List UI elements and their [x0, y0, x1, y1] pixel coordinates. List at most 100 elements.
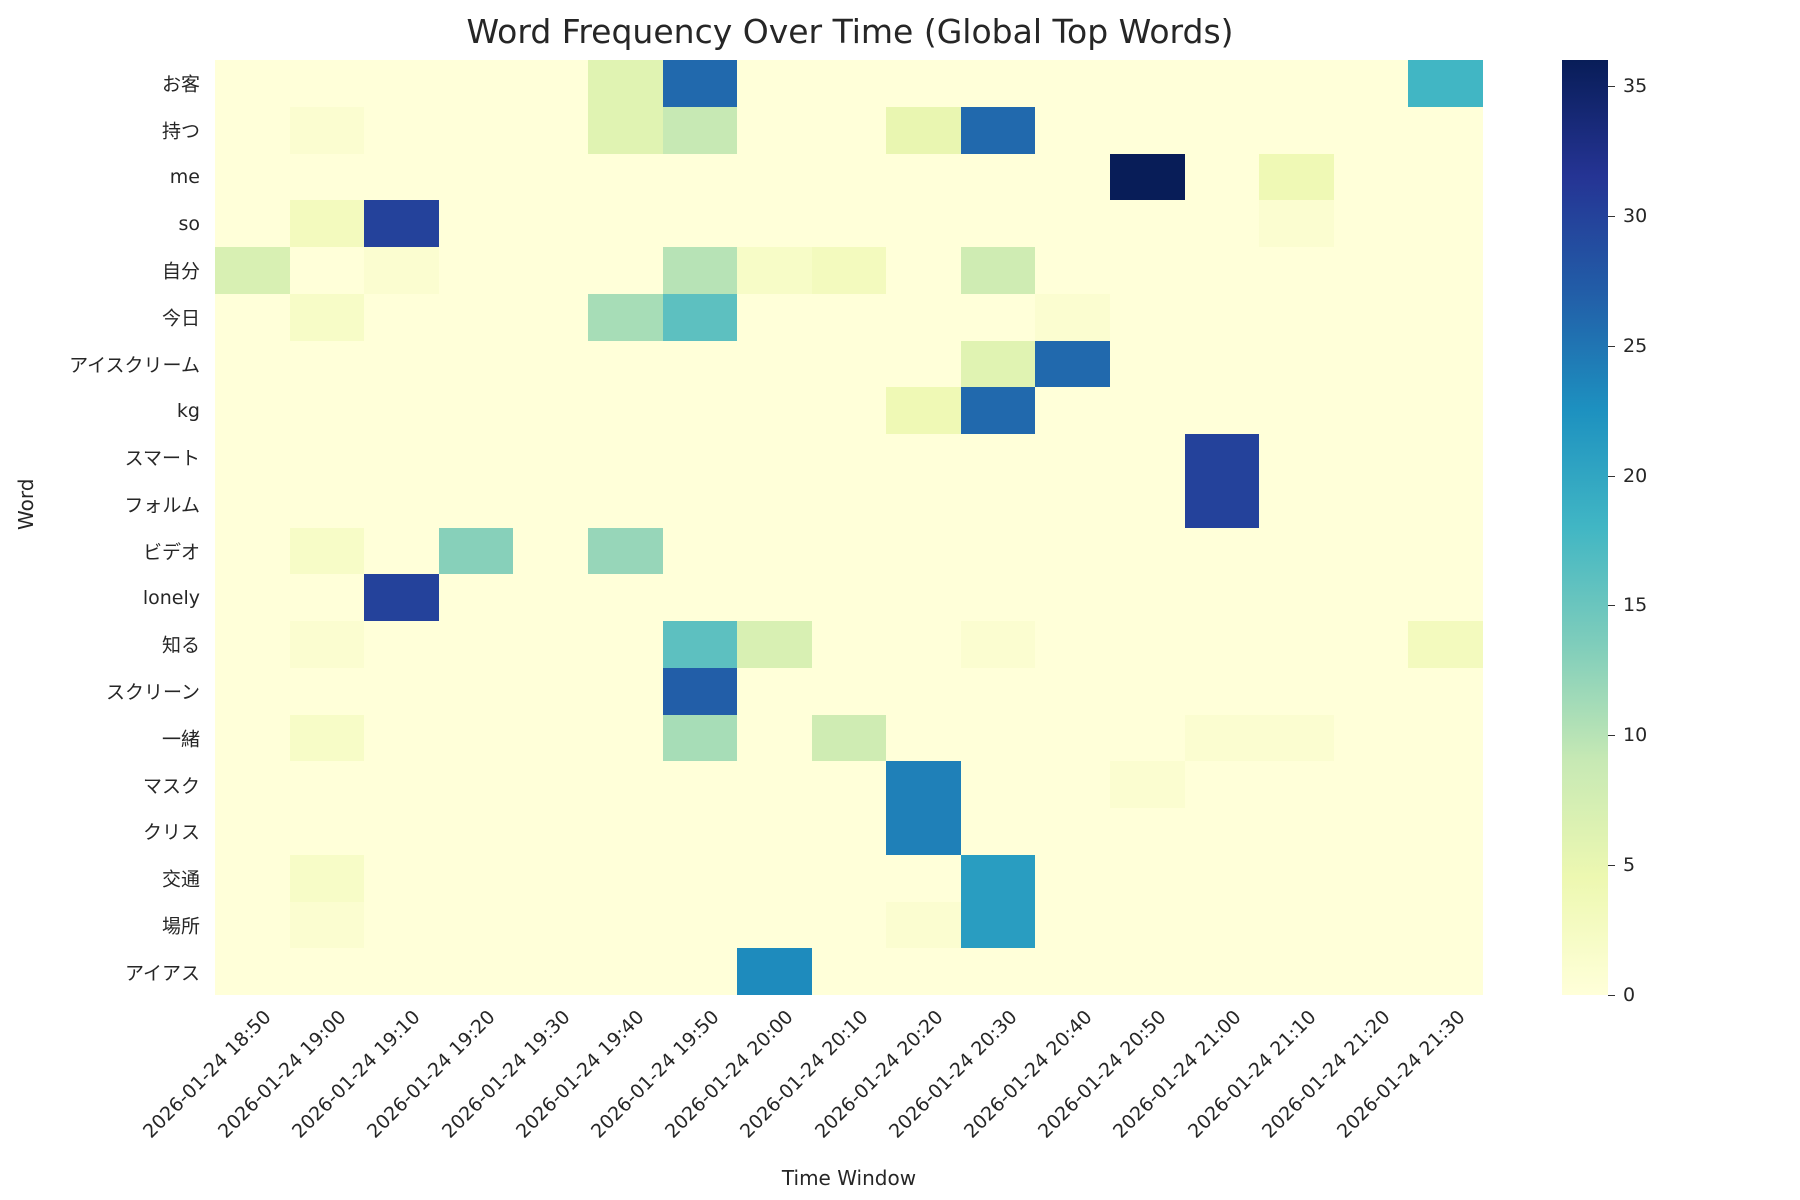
- heatmap-cell: [289, 948, 365, 995]
- heatmap-cell: [737, 761, 812, 808]
- heatmap-cell: [1259, 387, 1334, 434]
- heatmap-cell: [960, 106, 1036, 154]
- heatmap-cell: [513, 200, 588, 247]
- heatmap-cell: [737, 153, 812, 201]
- colorbar-ticks: 0 5 10 15 20 25 30 35: [1608, 60, 1708, 1006]
- heatmap-cell: [1333, 667, 1409, 715]
- heatmap-cell: [662, 574, 738, 621]
- heatmap-cell: [886, 200, 961, 247]
- heatmap-cell: [886, 293, 961, 341]
- heatmap-cell: [215, 667, 290, 715]
- heatmap-cell: [886, 527, 961, 575]
- heatmap-cell: [289, 808, 365, 855]
- heatmap-cell: [737, 434, 812, 481]
- heatmap-cell: [662, 434, 738, 481]
- heatmap-cell: [1333, 293, 1409, 341]
- x-axis-labels: 2026-01-24 18:50 2026-01-24 19:00 2026-01-…: [139, 1000, 1483, 1180]
- heatmap-cell: [438, 667, 514, 715]
- heatmap-cell: [886, 574, 961, 621]
- heatmap-cell: [1259, 761, 1334, 808]
- heatmap-cell: [364, 387, 439, 434]
- heatmap-cell: [289, 714, 365, 762]
- heatmap-cell: [1333, 247, 1409, 294]
- heatmap-cell: [662, 293, 738, 341]
- heatmap-cell: [1035, 901, 1111, 949]
- heatmap-cell: [513, 527, 588, 575]
- heatmap-cell: [587, 106, 663, 154]
- heatmap-cell: [960, 527, 1036, 575]
- heatmap-cell: [587, 574, 663, 621]
- heatmap-cell: [811, 948, 887, 995]
- heatmap-cell: [960, 153, 1036, 201]
- heatmap-cell: [215, 200, 290, 247]
- heatmap-cell: [438, 808, 514, 855]
- heatmap-cell: [364, 293, 439, 341]
- heatmap-cell: [662, 106, 738, 154]
- heatmap-cell: [1184, 808, 1260, 855]
- heatmap-grid: [215, 60, 1483, 995]
- heatmap-cell: [215, 574, 290, 621]
- heatmap-cell: [737, 621, 812, 668]
- heatmap-cell: [438, 293, 514, 341]
- heatmap-cell: [1110, 667, 1185, 715]
- heatmap-cell: [1110, 387, 1185, 434]
- colorbar-tick-label: 25: [1608, 335, 1647, 357]
- heatmap-cell: [811, 527, 887, 575]
- heatmap-cell: [438, 761, 514, 808]
- heatmap-cell: [886, 434, 961, 481]
- heatmap-cell: [289, 387, 365, 434]
- heatmap-cell: [1408, 714, 1483, 762]
- heatmap-cell: [289, 434, 365, 481]
- heatmap-cell: [289, 293, 365, 341]
- heatmap-cell: [1110, 808, 1185, 855]
- y-axis-title: Word: [14, 478, 38, 530]
- y-tick-label: 交通: [161, 868, 200, 891]
- heatmap-cell: [1408, 667, 1483, 715]
- heatmap-cell: [1035, 200, 1111, 247]
- heatmap-cell: [438, 247, 514, 294]
- heatmap-cell: [662, 387, 738, 434]
- heatmap-cell: [1259, 854, 1334, 902]
- heatmap-cell: [1408, 106, 1483, 154]
- colorbar-tick-label: 35: [1608, 75, 1647, 97]
- heatmap-cell: [1259, 808, 1334, 855]
- heatmap-cell: [737, 293, 812, 341]
- heatmap-cell: [886, 808, 961, 855]
- heatmap-cell: [513, 60, 588, 107]
- y-tick-label: me: [169, 165, 200, 188]
- heatmap-cell: [960, 480, 1036, 528]
- heatmap-cell: [1333, 480, 1409, 528]
- y-tick-label: so: [178, 212, 200, 235]
- heatmap-cell: [364, 60, 439, 107]
- heatmap-cell: [1259, 621, 1334, 668]
- heatmap-cell: [215, 60, 290, 107]
- heatmap-cell: [960, 621, 1036, 668]
- x-tick-label: 2026-01-24 20:50: [1034, 1006, 1171, 1143]
- heatmap-cell: [1035, 948, 1111, 995]
- y-tick-label: lonely: [142, 586, 200, 609]
- heatmap-cell: [587, 60, 663, 107]
- heatmap-cell: [662, 667, 738, 715]
- heatmap-cell: [513, 808, 588, 855]
- heatmap-cell: [1333, 714, 1409, 762]
- colorbar: [1562, 60, 1608, 995]
- colorbar-tick-label: 30: [1608, 205, 1647, 227]
- heatmap-cell: [1035, 340, 1111, 388]
- heatmap-cell: [737, 387, 812, 434]
- y-tick-label: スクリーン: [105, 681, 200, 704]
- heatmap-cell: [886, 761, 961, 808]
- heatmap-cell: [215, 948, 290, 995]
- heatmap-cell: [1035, 574, 1111, 621]
- heatmap-cell: [960, 948, 1036, 995]
- heatmap-cell: [960, 667, 1036, 715]
- heatmap-cell: [662, 247, 738, 294]
- heatmap-cell: [1333, 60, 1409, 107]
- colorbar-tick-label: 5: [1608, 854, 1635, 876]
- heatmap-cell: [587, 761, 663, 808]
- heatmap-cell: [1184, 200, 1260, 247]
- heatmap-cell: [364, 480, 439, 528]
- heatmap-cell: [662, 854, 738, 902]
- y-axis-labels: お客 持つ me so 自分 今日 アイスクリーム kg スマート フォルム ビデオ lonely 知る…: [0, 60, 200, 995]
- heatmap-cell: [811, 854, 887, 902]
- heatmap-cell: [587, 153, 663, 201]
